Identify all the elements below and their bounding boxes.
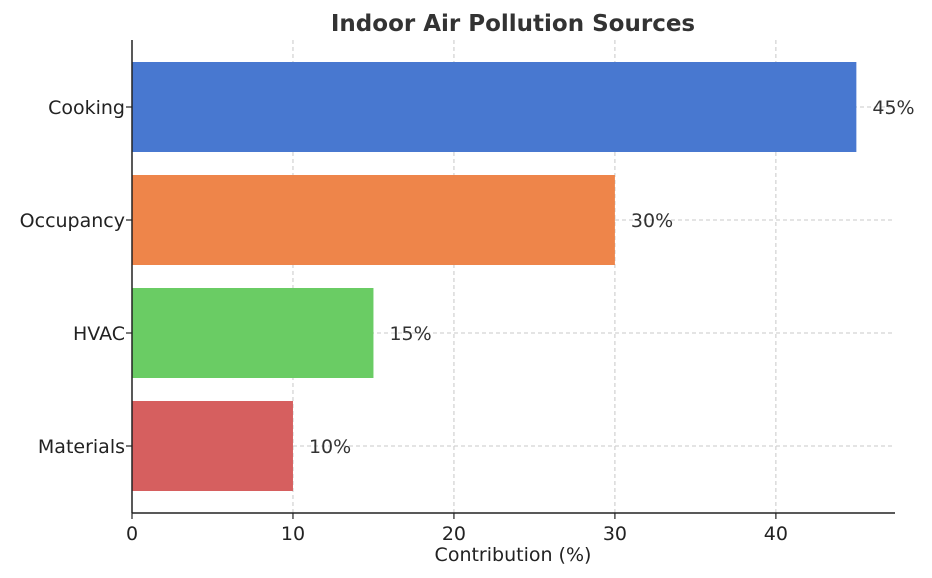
- bar-materials: [132, 401, 293, 491]
- chart-title: Indoor Air Pollution Sources: [331, 11, 695, 37]
- axes: [131, 40, 895, 514]
- bars: [132, 62, 857, 491]
- y-tick-label-occupancy: Occupancy: [20, 210, 125, 232]
- bar-occupancy: [132, 175, 615, 265]
- y-tick-label-materials: Materials: [38, 436, 125, 458]
- y-tick-label-hvac: HVAC: [73, 323, 125, 345]
- data-label-occupancy: 30%: [631, 210, 673, 232]
- data-label-materials: 10%: [309, 436, 351, 458]
- bar-hvac: [132, 288, 374, 378]
- data-label-hvac: 15%: [389, 323, 431, 345]
- x-axis-label: Contribution (%): [435, 544, 592, 566]
- x-tick-label: 30: [603, 523, 627, 545]
- y-tick-label-cooking: Cooking: [48, 97, 125, 119]
- x-tick-label: 40: [764, 523, 788, 545]
- bar-cooking: [132, 62, 857, 152]
- x-tick-label: 20: [442, 523, 466, 545]
- x-tick-label: 0: [126, 523, 138, 545]
- x-tick-label: 10: [281, 523, 305, 545]
- data-labels: 45% 30% 15% 10%: [309, 97, 915, 458]
- x-ticks: 0 10 20 30 40: [126, 513, 788, 545]
- data-label-cooking: 45%: [872, 97, 914, 119]
- y-ticks: Cooking Occupancy HVAC Materials: [20, 97, 132, 458]
